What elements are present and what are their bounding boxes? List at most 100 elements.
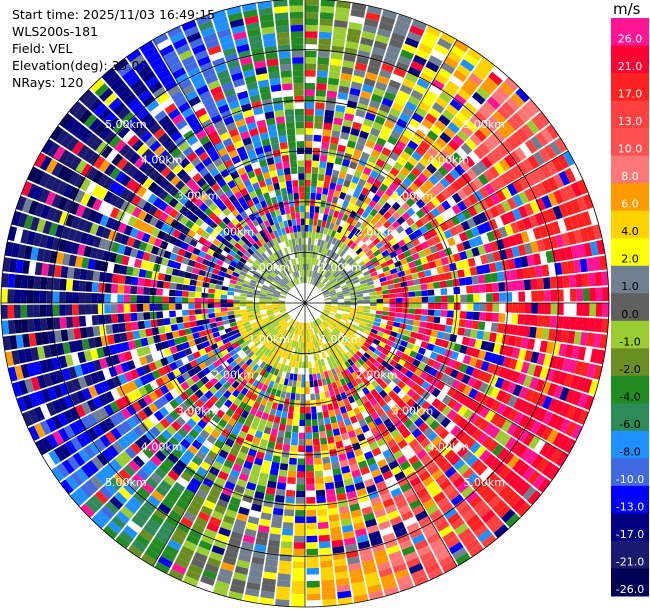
velocity-gate — [315, 489, 326, 497]
velocity-gate — [540, 128, 554, 143]
velocity-gate — [345, 333, 353, 340]
velocity-gate — [330, 278, 337, 284]
velocity-gate — [478, 142, 491, 156]
velocity-gate — [363, 299, 371, 303]
velocity-gate — [347, 167, 356, 176]
velocity-gate — [333, 190, 341, 198]
velocity-gate — [408, 297, 416, 303]
velocity-gate — [396, 156, 407, 167]
velocity-gate — [462, 185, 473, 197]
velocity-gate — [401, 384, 411, 394]
velocity-gate — [390, 331, 398, 338]
velocity-gate — [343, 311, 350, 315]
velocity-gate — [468, 400, 479, 412]
velocity-gate — [342, 337, 349, 345]
velocity-gate — [130, 294, 137, 303]
velocity-gate — [326, 494, 337, 503]
velocity-gate — [168, 296, 176, 303]
velocity-gate — [305, 186, 311, 193]
velocity-gate — [99, 325, 107, 336]
velocity-gate — [489, 240, 499, 252]
velocity-gate — [551, 221, 561, 235]
velocity-gate — [434, 288, 441, 296]
velocity-gate — [439, 222, 449, 232]
velocity-gate — [345, 321, 353, 327]
velocity-gate — [318, 31, 332, 40]
velocity-gate — [336, 276, 344, 282]
velocity-gate — [459, 433, 472, 445]
velocity-gate — [524, 350, 533, 362]
velocity-gate — [437, 165, 449, 177]
velocity-gate — [397, 252, 406, 261]
velocity-gate — [440, 62, 456, 75]
velocity-gate — [157, 272, 166, 281]
velocity-gate — [358, 324, 366, 330]
velocity-gate — [459, 344, 468, 355]
velocity-gate — [400, 244, 409, 253]
velocity-gate — [420, 241, 430, 250]
velocity-gate — [414, 258, 422, 267]
velocity-gate — [562, 316, 570, 330]
velocity-gate — [495, 176, 507, 189]
velocity-gate — [7, 289, 15, 303]
velocity-gate — [472, 177, 484, 190]
velocity-gate — [386, 197, 396, 207]
velocity-gate — [305, 348, 308, 356]
velocity-gate — [323, 293, 331, 297]
velocity-gate — [85, 315, 93, 327]
velocity-gate — [471, 91, 486, 105]
velocity-gate — [306, 574, 320, 582]
velocity-gate — [462, 197, 473, 209]
velocity-gate — [510, 221, 521, 234]
velocity-gate — [511, 291, 519, 302]
velocity-gate — [305, 166, 312, 174]
velocity-gate — [391, 272, 399, 279]
velocity-gate — [569, 288, 577, 302]
velocity-gate — [436, 203, 446, 214]
velocity-gate — [361, 84, 374, 94]
velocity-gate — [324, 319, 331, 325]
velocity-gate — [353, 319, 361, 324]
velocity-gate — [443, 332, 451, 341]
velocity-gate — [598, 255, 608, 271]
velocity-gate — [330, 455, 339, 463]
velocity-gate — [297, 464, 305, 472]
velocity-gate — [414, 290, 422, 297]
velocity-gate — [526, 99, 541, 115]
velocity-gate — [13, 304, 21, 319]
velocity-gate — [411, 19, 427, 31]
velocity-gate — [371, 352, 379, 360]
velocity-gate — [468, 151, 481, 164]
velocity-gate — [530, 135, 543, 151]
velocity-gate — [369, 363, 378, 372]
velocity-gate — [520, 361, 531, 374]
velocity-gate — [305, 212, 310, 219]
velocity-gate — [59, 316, 67, 329]
velocity-gate — [421, 400, 431, 411]
velocity-gate — [357, 305, 364, 309]
velocity-gate — [306, 516, 317, 524]
velocity-gate — [534, 167, 547, 182]
velocity-gate — [391, 255, 400, 263]
velocity-gate — [529, 377, 539, 390]
velocity-gate — [426, 343, 435, 352]
velocity-gate — [400, 49, 414, 61]
velocity-gate — [538, 225, 549, 238]
velocity-gate — [401, 292, 409, 298]
velocity-gate — [502, 489, 517, 504]
velocity-gate — [540, 210, 551, 224]
velocity-gate — [384, 344, 392, 352]
velocity-gate — [433, 170, 444, 181]
velocity-gate — [305, 121, 314, 129]
velocity-gate — [220, 290, 228, 295]
velocity-gate — [322, 278, 329, 285]
velocity-gate — [491, 282, 499, 293]
velocity-gate — [20, 304, 28, 318]
velocity-gate — [420, 315, 428, 322]
velocity-gate — [452, 441, 464, 454]
velocity-gate — [306, 471, 315, 478]
velocity-gate — [352, 204, 360, 213]
velocity-gate — [317, 173, 325, 182]
velocity-gate — [361, 332, 369, 339]
